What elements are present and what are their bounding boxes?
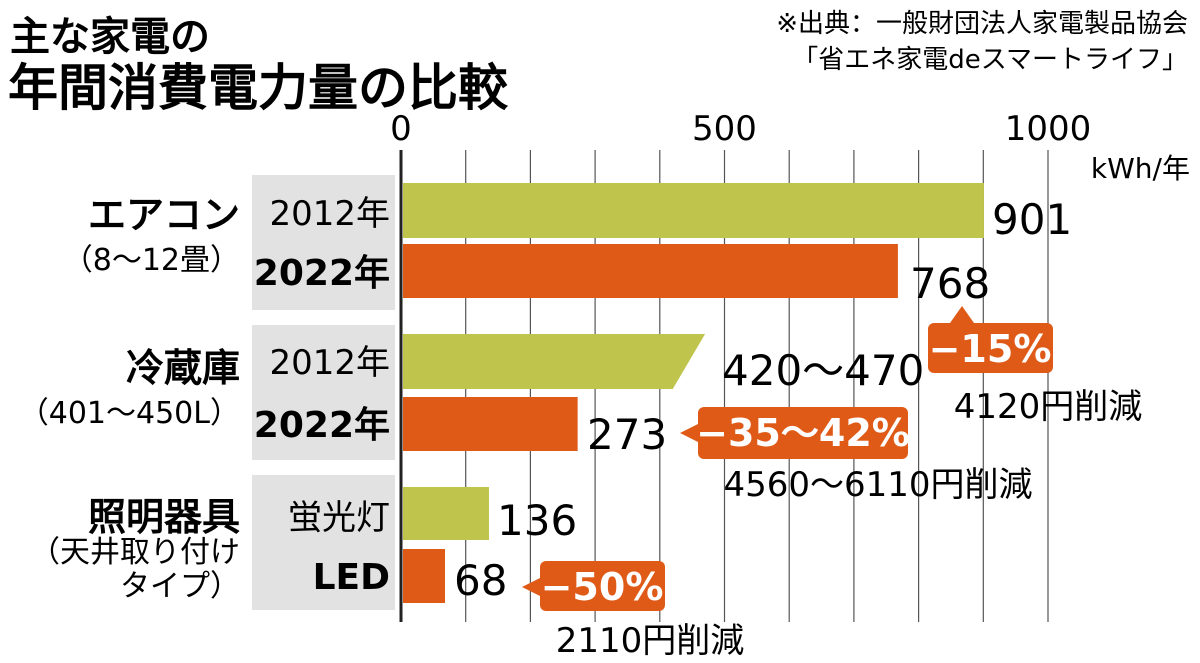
bar-label-1-1: 2012年 <box>269 194 390 234</box>
group-name-2: 冷蔵庫 <box>126 346 240 390</box>
bar-2-2 <box>403 397 578 451</box>
label-band-3 <box>252 475 395 610</box>
bar-label-1-2: 2022年 <box>254 253 390 294</box>
bar-label-2-1: 2012年 <box>269 343 390 383</box>
value-label-1-1: 901 <box>992 195 1072 244</box>
label-band-1 <box>252 175 395 310</box>
change-callout-tip-1 <box>950 306 974 323</box>
value-label-3-1: 136 <box>497 496 577 545</box>
chart-title-line2: 年間消費電力量の比較 <box>8 59 509 117</box>
bar-label-3-2: LED <box>313 557 390 598</box>
bar-2-1 <box>403 334 706 389</box>
label-band-2 <box>252 325 395 460</box>
change-callout-tip-3 <box>522 578 540 596</box>
change-label-2: −35～42% <box>696 411 910 455</box>
saving-label-3: 2110円削減 <box>556 621 745 661</box>
change-callout-box-1 <box>928 323 1053 373</box>
tick-label-500: 500 <box>692 109 757 149</box>
change-label-3: −50% <box>541 565 664 609</box>
value-label-1-2: 768 <box>910 259 990 308</box>
bar-3-1 <box>403 487 489 540</box>
group-sub-2: （401～450L） <box>19 396 240 431</box>
group-name-1: エアコン <box>88 193 240 237</box>
tick-label-0: 0 <box>390 109 412 149</box>
group-name-3: 照明器具 <box>88 495 240 539</box>
change-callout-tip-2 <box>680 424 698 442</box>
value-label-2-1: 420～470 <box>722 346 924 395</box>
source-line2: 「省エネ家電deスマートライフ」 <box>792 45 1188 75</box>
group-sub-3: （天井取り付け <box>30 535 240 570</box>
saving-label-2: 4560～6110円削減 <box>723 465 1032 505</box>
unit-label: kWh/年 <box>1091 152 1190 185</box>
value-label-2-2: 273 <box>587 410 667 459</box>
bar-label-2-2: 2022年 <box>254 405 390 446</box>
change-callout-box-3 <box>540 561 665 611</box>
bar-label-3-1: 蛍光灯 <box>288 498 390 538</box>
value-label-3-2: 68 <box>454 556 507 605</box>
bar-1-2 <box>403 244 898 298</box>
group-sub-1: （8～12畳） <box>63 243 240 278</box>
chart-title-line1: 主な家電の <box>10 14 210 60</box>
tick-label-1000: 1000 <box>1005 109 1092 149</box>
saving-label-1: 4120円削減 <box>954 387 1143 427</box>
bar-1-1 <box>403 183 984 238</box>
source-line1: ※出典：一般財団法人家電製品協会 <box>776 9 1188 39</box>
change-callout-box-2 <box>698 407 908 459</box>
bar-3-2 <box>403 549 445 603</box>
change-label-1: −15% <box>929 327 1052 371</box>
group-sub2-3: タイプ） <box>120 569 240 604</box>
